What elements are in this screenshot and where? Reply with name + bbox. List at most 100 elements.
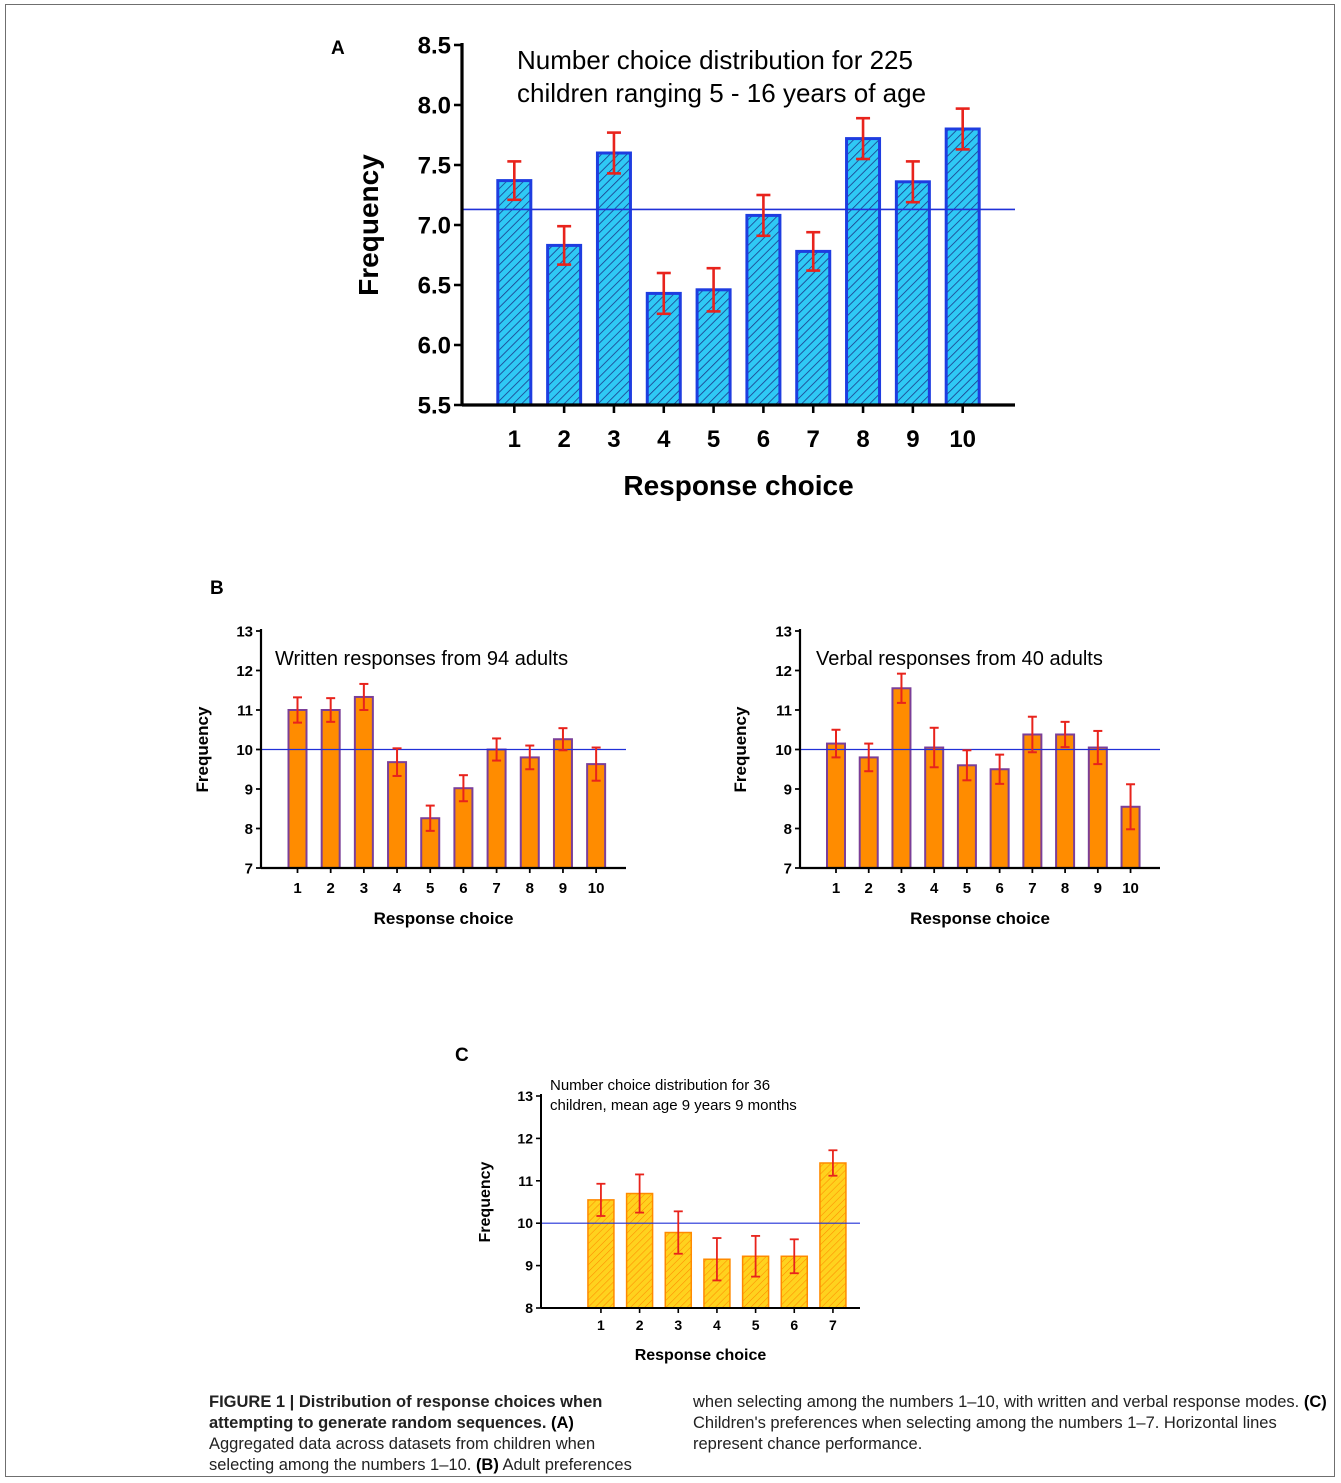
x-tick-label: 6 (995, 880, 1003, 897)
x-tick-label: 1 (293, 880, 301, 897)
error-bar (596, 1182, 606, 1217)
x-tick-label: 5 (707, 426, 720, 453)
y-tick-label: 8 (245, 821, 253, 838)
x-tick-label: 3 (897, 880, 905, 897)
x-tick-label: 1 (597, 1317, 605, 1333)
x-tick-label: 10 (949, 426, 976, 453)
y-axis-label: Frequency (353, 154, 384, 296)
caption-a-label: (A) (551, 1414, 574, 1432)
x-tick-label: 8 (526, 880, 534, 897)
x-axis-label: Response choice (623, 470, 853, 501)
x-tick-label: 2 (557, 426, 570, 453)
error-bar (591, 746, 601, 782)
x-tick-label: 9 (1094, 880, 1102, 897)
y-tick-label: 13 (236, 623, 253, 640)
error-bar (712, 1237, 722, 1282)
error-bar (864, 742, 874, 773)
x-tick-label: 1 (508, 426, 521, 453)
error-bar (558, 727, 568, 752)
error-bar (756, 193, 771, 238)
y-tick-label: 8.0 (418, 93, 451, 120)
x-tick-label: 5 (963, 880, 971, 897)
y-tick-label: 7 (784, 860, 792, 877)
bar (387, 761, 408, 870)
y-tick-label: 6.0 (418, 333, 451, 360)
error-bar (359, 682, 369, 711)
bar (858, 756, 879, 870)
figure-frame (5, 4, 1335, 1477)
bar (287, 709, 308, 869)
x-tick-label: 7 (807, 426, 820, 453)
x-tick-label: 6 (459, 880, 467, 897)
chart-panel-c: Number choice distribution for 36 childre… (477, 1077, 860, 1364)
error-bar (1027, 715, 1037, 754)
x-tick-label: 6 (757, 426, 770, 453)
error-bar (326, 697, 336, 723)
x-tick-label: 3 (360, 880, 368, 897)
x-tick-label: 6 (790, 1317, 798, 1333)
error-bar (673, 1210, 683, 1255)
y-tick-label: 8.5 (418, 33, 451, 60)
error-bar (806, 230, 821, 272)
caption-b-continued: when selecting among the numbers 1–10, w… (693, 1393, 1300, 1411)
caption-title: FIGURE 1 | Distribution of response choi… (209, 1393, 603, 1432)
error-bar (606, 131, 621, 175)
y-tick-label: 7 (245, 860, 253, 877)
y-tick-label: 7.5 (418, 153, 451, 180)
y-tick-label: 11 (776, 702, 792, 719)
y-tick-label: 12 (517, 1130, 533, 1146)
error-bar (1093, 729, 1103, 766)
bar (1087, 746, 1108, 870)
y-tick-label: 12 (236, 663, 253, 680)
error-bar (507, 160, 522, 202)
chart-panel-b-right: Verbal responses from 40 adults789101112… (731, 623, 1160, 928)
error-bar (392, 747, 402, 777)
bar (595, 151, 632, 407)
error-bar (905, 160, 920, 204)
bar (546, 243, 583, 407)
chart-panel-a: Number choice distribution for 225childr… (353, 33, 1015, 501)
y-tick-label: 9 (245, 781, 253, 798)
bar (845, 137, 882, 407)
bar (819, 1162, 847, 1309)
x-tick-label: 2 (865, 880, 873, 897)
error-bar (929, 726, 939, 769)
x-axis-label: Response choice (910, 909, 1050, 928)
x-tick-label: 7 (492, 880, 500, 897)
x-tick-label: 2 (327, 880, 335, 897)
x-tick-label: 10 (1122, 880, 1139, 897)
caption-b-label: (B) (475, 1456, 499, 1474)
error-bar (656, 271, 671, 316)
error-bar (789, 1238, 799, 1275)
error-bar (425, 804, 435, 832)
error-bar (706, 266, 721, 313)
y-axis-label: Frequency (731, 706, 750, 793)
chart-title-line: Written responses from 94 adults (275, 648, 568, 670)
y-tick-label: 11 (518, 1173, 533, 1189)
y-tick-label: 10 (517, 1215, 533, 1231)
error-bar (293, 696, 302, 724)
x-tick-label: 1 (832, 880, 840, 897)
x-tick-label: 5 (752, 1317, 760, 1333)
chart-panel-b-left: Written responses from 94 adults78910111… (193, 623, 626, 928)
error-bar (557, 224, 572, 266)
caption-a-text: Aggregated data across datasets from chi… (209, 1435, 596, 1474)
error-bar (955, 107, 970, 151)
y-tick-label: 7.0 (418, 213, 451, 240)
x-tick-label: 4 (657, 426, 671, 453)
bar (496, 179, 533, 407)
error-bar (831, 728, 841, 759)
x-tick-label: 2 (636, 1317, 644, 1333)
y-axis-label: Frequency (193, 706, 212, 793)
y-tick-label: 5.5 (418, 393, 451, 420)
x-tick-label: 4 (930, 880, 939, 897)
y-tick-label: 12 (775, 663, 792, 680)
error-bar (1126, 783, 1136, 831)
x-tick-label: 8 (1061, 880, 1069, 897)
x-tick-label: 9 (906, 426, 919, 453)
y-tick-label: 10 (775, 742, 792, 759)
x-axis-label: Response choice (374, 909, 514, 928)
caption-column-2: when selecting among the numbers 1–10, w… (693, 1392, 1333, 1455)
bar (320, 709, 341, 869)
error-bar (828, 1149, 838, 1177)
